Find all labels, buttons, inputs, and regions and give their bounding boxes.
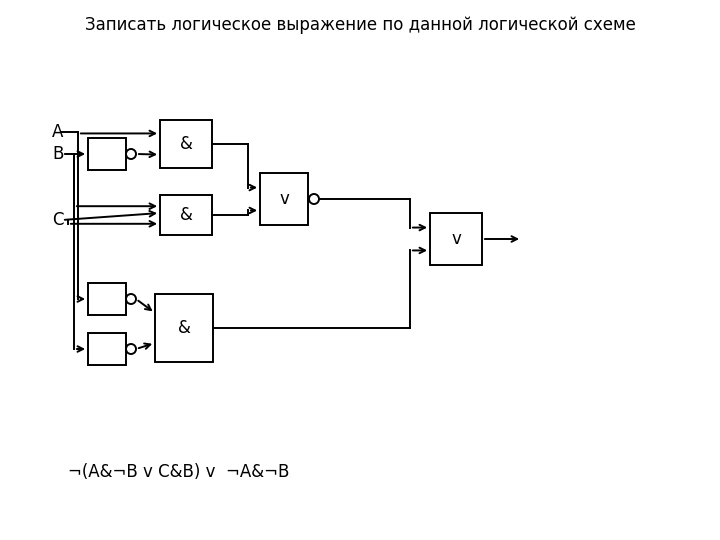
Text: &: &	[179, 135, 192, 153]
Text: v: v	[279, 190, 289, 208]
Text: B: B	[52, 145, 63, 163]
Text: Записать логическое выражение по данной логической схеме: Записать логическое выражение по данной …	[84, 16, 636, 34]
Bar	[88, 283, 126, 315]
Text: v: v	[451, 230, 461, 248]
Bar	[155, 294, 213, 362]
Bar	[260, 173, 308, 225]
Bar	[88, 138, 126, 170]
Bar	[430, 213, 482, 265]
Text: &: &	[178, 319, 190, 337]
Bar	[160, 195, 212, 235]
Bar	[88, 333, 126, 365]
Text: ¬(A&¬B v C&B) v  ¬A&¬B: ¬(A&¬B v C&B) v ¬A&¬B	[68, 463, 289, 481]
Text: &: &	[179, 206, 192, 224]
Text: A: A	[52, 123, 63, 141]
Bar	[160, 120, 212, 168]
Text: C: C	[52, 211, 63, 229]
